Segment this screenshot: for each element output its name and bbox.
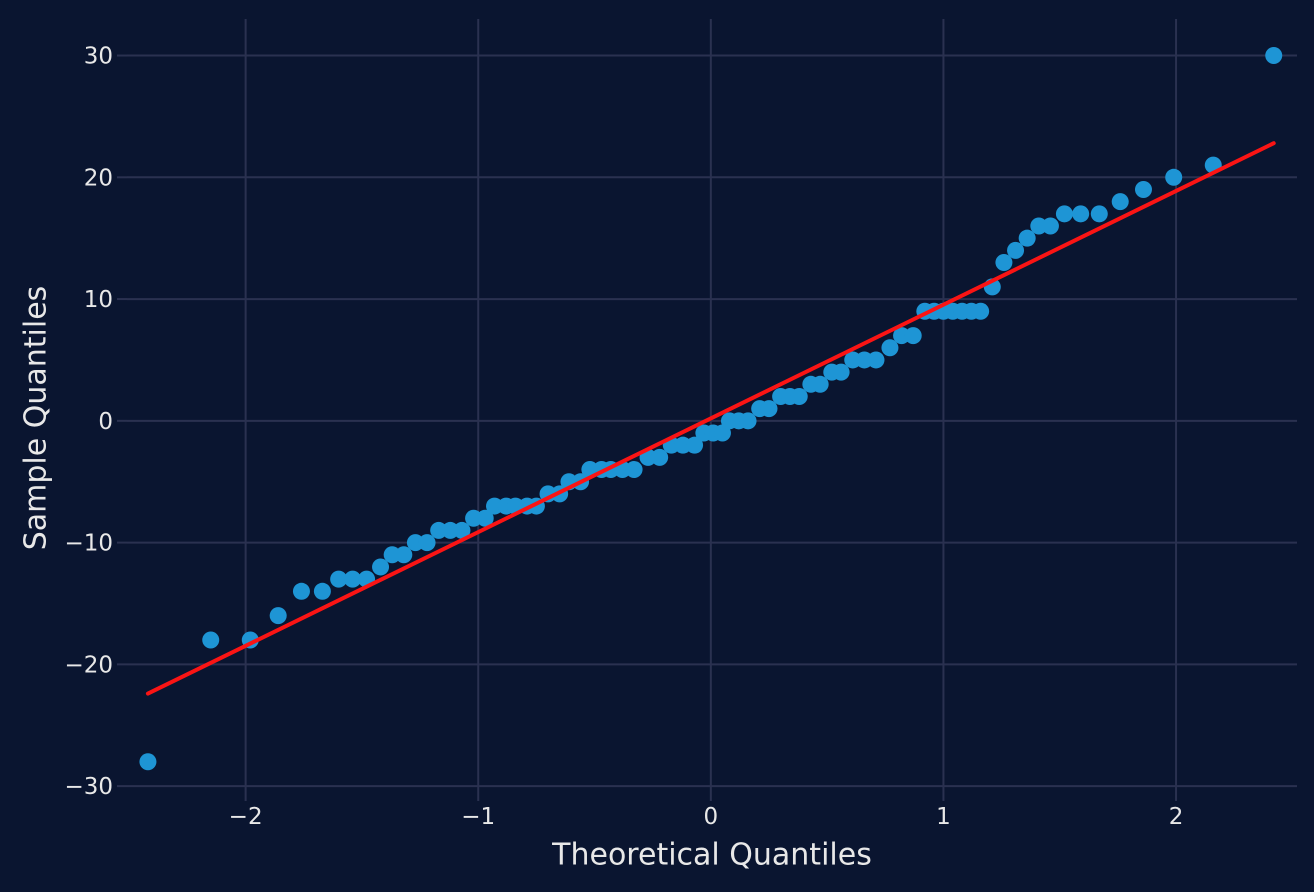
data-point <box>625 461 643 479</box>
data-point <box>1030 217 1048 235</box>
x-tick-label: 1 <box>936 804 951 830</box>
data-point <box>881 339 899 357</box>
data-point <box>867 351 885 369</box>
x-tick-label: 2 <box>1169 804 1184 830</box>
data-point <box>760 400 778 418</box>
y-tick-label: −20 <box>64 652 113 678</box>
data-point <box>844 351 862 369</box>
data-point <box>139 753 157 771</box>
data-point <box>1134 180 1152 198</box>
data-point <box>904 327 922 345</box>
data-point <box>330 570 348 588</box>
data-point <box>202 631 220 649</box>
data-point <box>1165 168 1183 186</box>
data-point <box>395 546 413 564</box>
y-tick-label: 10 <box>84 287 113 313</box>
data-point <box>1041 217 1059 235</box>
data-point <box>292 582 310 600</box>
data-point <box>441 521 459 539</box>
x-axis-title: Theoretical Quantiles <box>552 837 872 873</box>
data-point <box>811 375 829 393</box>
data-point <box>893 327 911 345</box>
data-point <box>1018 229 1036 247</box>
data-point <box>855 351 873 369</box>
data-point <box>790 387 808 405</box>
data-point <box>313 582 331 600</box>
data-point <box>1072 205 1090 223</box>
data-point <box>1055 205 1073 223</box>
y-tick-label: −30 <box>64 774 113 800</box>
data-point <box>1007 241 1025 259</box>
data-point <box>1111 193 1129 211</box>
data-point <box>430 521 448 539</box>
y-tick-label: 30 <box>84 44 113 70</box>
y-tick-label: −10 <box>64 531 113 557</box>
y-tick-label: 0 <box>98 409 113 435</box>
data-point <box>972 302 990 320</box>
data-point <box>1090 205 1108 223</box>
data-point <box>486 497 504 515</box>
x-tick-label: −1 <box>461 804 495 830</box>
data-point <box>1265 47 1283 65</box>
data-point <box>465 509 483 527</box>
x-tick-label: −2 <box>229 804 263 830</box>
data-point <box>686 436 704 454</box>
data-point <box>832 363 850 381</box>
data-point <box>476 509 494 527</box>
data-point <box>418 534 436 552</box>
data-point <box>651 448 669 466</box>
y-tick-label: 20 <box>84 165 113 191</box>
data-point <box>406 534 424 552</box>
x-tick-label: 0 <box>704 804 719 830</box>
data-point <box>739 412 757 430</box>
reference-line <box>145 141 1276 696</box>
data-point <box>269 607 287 625</box>
data-point <box>995 254 1013 272</box>
data-point <box>344 570 362 588</box>
data-point <box>372 558 390 576</box>
data-point <box>674 436 692 454</box>
data-point <box>383 546 401 564</box>
data-point <box>453 521 471 539</box>
y-axis-title: Sample Quantiles <box>18 285 54 551</box>
